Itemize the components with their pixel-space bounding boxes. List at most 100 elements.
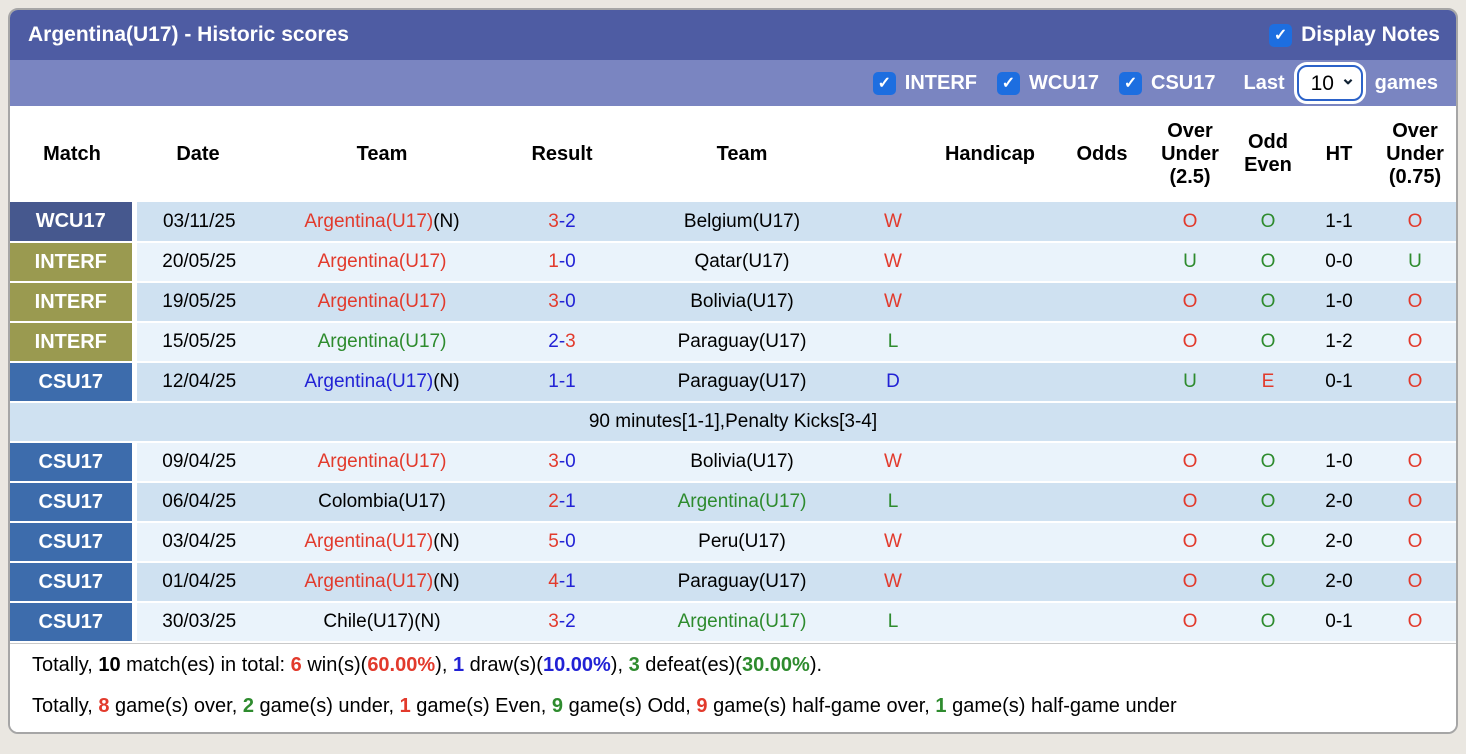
over-under-075-cell: O [1374,282,1456,323]
over-under-25-cell: U [1148,362,1232,403]
handicap-cell [924,202,1056,243]
colored-text: W [884,210,902,232]
colored-text: Argentina(U17) [304,371,434,392]
colored-text: Bolivia(U17) [690,451,794,472]
wdl-cell: W [862,442,924,483]
colored-text: Paraguay(U17) [677,371,807,392]
note-row: 90 minutes[1-1],Penalty Kicks[3-4] [10,402,1456,443]
table-row: CSU17 01/04/25 Argentina(U17)(N) 4-1 Paragua… [10,562,1456,603]
last-games-select[interactable]: 10 [1296,65,1363,101]
csu17-checkbox[interactable]: ✓ [1119,71,1143,95]
summary-segment: draw(s)( [464,654,543,676]
colored-text: O [1260,251,1276,272]
ht-cell: 0-0 [1304,242,1374,283]
colored-text: Belgium(U17) [683,210,801,232]
colored-text: O [1182,491,1198,512]
colored-text: L [887,331,899,352]
handicap-cell [924,322,1056,363]
league-badge: CSU17 [10,562,137,603]
date-cell: 20/05/25 [134,242,262,283]
colored-text: - [558,531,566,552]
colored-text: Argentina(U17) [677,611,807,632]
summary-segment: 6 [290,654,302,676]
colored-text: O [1260,451,1276,472]
summary-segment: game(s) under, [253,695,400,717]
odd-even-cell: O [1232,562,1304,603]
odds-cell [1056,242,1148,283]
home-team-cell: Argentina(U17) [262,322,502,363]
away-team-cell: Paraguay(U17) [622,362,862,403]
filter-interf[interactable]: ✓ INTERF [872,71,977,95]
summary-segment: game(s) half-game under [946,695,1177,717]
table-row: INTERF 20/05/25 Argentina(U17) 1-0 Qatar(U17… [10,242,1456,283]
colored-text: O [1260,611,1276,632]
away-team-cell: Argentina(U17) [622,482,862,523]
date-cell: 15/05/25 [134,322,262,363]
odd-even-cell: O [1232,442,1304,483]
colored-text: - [558,571,566,592]
colored-text: O [1260,210,1276,232]
games-label: games [1374,71,1438,94]
league-badge: CSU17 [10,522,137,563]
table-row: CSU17 03/04/25 Argentina(U17)(N) 5-0 Peru(U1… [10,522,1456,563]
summary-segment: 10.00% [542,654,611,676]
colored-text: O [1407,611,1423,632]
display-notes-checkbox[interactable]: ✓ [1269,23,1293,47]
colored-text: O [1260,291,1276,312]
date-cell: 01/04/25 [134,562,262,603]
result-cell: 3-2 [502,602,622,643]
wdl-cell: W [862,522,924,563]
odd-even-cell: O [1232,602,1304,643]
odd-even-cell: O [1232,242,1304,283]
ht-cell: 2-0 [1304,522,1374,563]
result-cell: 2-3 [502,322,622,363]
table-row: CSU17 12/04/25 Argentina(U17)(N) 1-1 Paragua… [10,362,1456,403]
table-row: INTERF 15/05/25 Argentina(U17) 2-3 Paraguay(… [10,322,1456,363]
odds-cell [1056,362,1148,403]
colored-text: (N) [433,371,460,392]
colored-text: Argentina(U17) [317,251,447,272]
summary-segment: 30.00% [741,654,810,676]
over-under-25-cell: O [1148,442,1232,483]
colored-text: W [884,531,902,552]
colored-text: E [1261,371,1275,392]
result-cell: 5-0 [502,522,622,563]
summary-section: Totally, 10 match(es) in total: 6 win(s)… [10,643,1456,732]
colored-text: 3 [548,451,559,472]
summary-segment: 10 [98,654,121,676]
colored-text: - [558,451,566,472]
summary-segment: game(s) Even, [410,695,552,717]
date-cell: 19/05/25 [134,282,262,323]
over-under-075-cell: O [1374,482,1456,523]
display-notes-toggle[interactable]: ✓ Display Notes [1269,23,1440,47]
summary-segment: ), [610,654,629,676]
colored-text: - [558,210,566,232]
summary-segment: 3 [628,654,640,676]
colored-text: Argentina(U17) [304,571,434,592]
colored-text: 1 [565,571,576,592]
history-table-body: WCU17 03/11/25 Argentina(U17)(N) 3-2 Belgium… [10,202,1456,643]
wcu17-checkbox[interactable]: ✓ [997,71,1020,95]
check-icon: ✓ [1001,75,1016,92]
wdl-cell: W [862,242,924,283]
away-team-cell: Belgium(U17) [622,202,862,243]
wdl-cell: L [862,322,924,363]
colored-text: O [1182,291,1198,312]
odds-cell [1056,562,1148,603]
colored-text: O [1182,531,1198,552]
over-under-25-cell: O [1148,482,1232,523]
over-under-25-cell: O [1148,562,1232,603]
colored-text: 2 [548,491,559,512]
check-icon: ✓ [877,75,891,92]
filter-csu17[interactable]: ✓ CSU17 [1119,71,1216,95]
colored-text: 0 [565,531,576,552]
filter-wcu17[interactable]: ✓ WCU17 [997,71,1099,95]
colored-text: 1 [565,371,576,392]
colored-text: L [887,611,899,632]
summary-segment: ), [435,654,453,676]
summary-segment: defeat(es)( [639,654,742,676]
interf-checkbox[interactable]: ✓ [872,71,896,95]
over-under-25-cell: O [1148,602,1232,643]
colored-text: - [558,611,566,632]
home-team-cell: Argentina(U17)(N) [262,362,502,403]
